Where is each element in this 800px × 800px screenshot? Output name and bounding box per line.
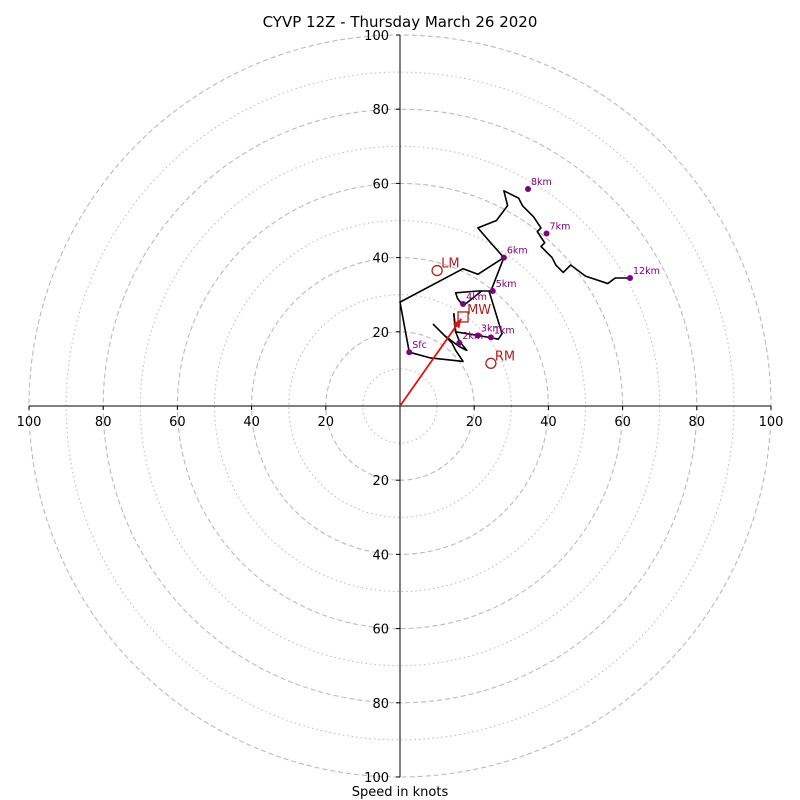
y-tick-label: 20 <box>372 326 389 341</box>
y-tick-label: 40 <box>372 252 389 267</box>
x-tick-label: 100 <box>759 415 784 430</box>
height-label: 6km <box>507 246 528 257</box>
x-tick-label: 80 <box>95 415 112 430</box>
storm-motion-marker <box>457 311 469 323</box>
y-tick-label: 60 <box>372 623 389 638</box>
height-label: Sfc <box>412 340 427 351</box>
storm-motion-markers: LM MW RM <box>431 257 515 369</box>
height-label: 8km <box>531 177 552 188</box>
hodograph-trace <box>399 190 631 363</box>
height-point <box>474 332 481 339</box>
tick-labels: 100 80 60 40 20 20 40 60 80 100 100 80 60 40 20 20 40 60 8… <box>17 29 784 786</box>
chart-title: CYVP 12Z - Thursday March 26 2020 <box>263 13 538 31</box>
height-label: 1km <box>494 325 515 336</box>
height-point <box>406 349 413 356</box>
hodograph-segment <box>432 313 468 352</box>
shear-vector-arrowhead <box>452 318 462 329</box>
height-label: 7km <box>550 221 571 232</box>
storm-motion-label: LM <box>441 257 459 272</box>
height-point <box>456 339 463 346</box>
height-point <box>500 254 507 261</box>
y-tick-label: 80 <box>372 103 389 118</box>
y-tick-label: 100 <box>364 29 389 44</box>
x-tick-label: 60 <box>169 415 186 430</box>
hodograph-segment <box>409 342 464 363</box>
height-point <box>489 287 496 294</box>
height-point <box>487 334 494 341</box>
hodograph-segment <box>454 290 491 307</box>
x-tick-label: 20 <box>466 415 483 430</box>
storm-motion-marker <box>485 357 497 369</box>
y-tick-label: 80 <box>372 697 389 712</box>
height-point <box>627 275 634 282</box>
x-tick-label: 60 <box>614 415 631 430</box>
height-point <box>524 185 531 192</box>
x-tick-label: 20 <box>318 415 335 430</box>
x-axis-label: Speed in knots <box>352 785 449 800</box>
height-label: 3km <box>481 324 502 335</box>
storm-motion-marker <box>431 264 443 277</box>
x-tick-label: 40 <box>243 415 260 430</box>
height-point <box>460 300 467 307</box>
y-tick-label: 40 <box>372 548 389 563</box>
y-tick-label: 60 <box>372 177 389 192</box>
x-tick-label: 40 <box>540 415 557 430</box>
height-label: 5km <box>496 279 517 290</box>
height-label: 4km <box>466 292 487 303</box>
height-label: 2km <box>462 331 483 342</box>
shear-vector-layer <box>399 318 462 407</box>
hodograph-segment <box>490 257 505 292</box>
x-tick-label: 80 <box>689 415 706 430</box>
storm-motion-label: MW <box>467 303 491 318</box>
shear-vector-line <box>399 318 462 407</box>
y-tick-label: 100 <box>364 771 389 786</box>
height-label: 12km <box>633 266 660 277</box>
y-tick-label: 20 <box>372 474 389 489</box>
height-point <box>543 230 550 237</box>
storm-motion-label: RM <box>495 349 515 364</box>
x-tick-label: 100 <box>17 415 42 430</box>
